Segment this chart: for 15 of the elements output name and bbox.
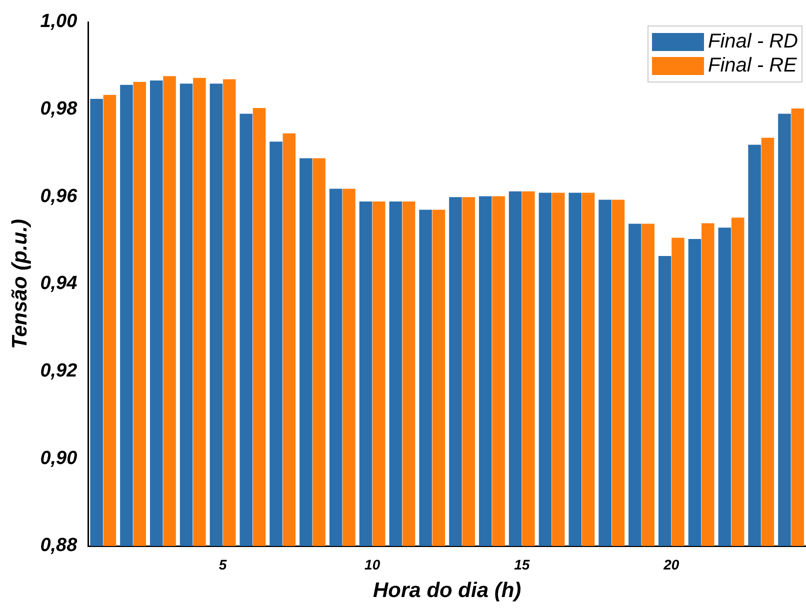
y-tick-label: 1,00 (40, 11, 78, 32)
y-tick-label: 0,96 (40, 186, 78, 207)
y-tick-label: 0,94 (40, 273, 78, 294)
y-tick-label: 0,92 (40, 360, 78, 382)
legend-label: Final - RD (708, 30, 798, 53)
y-tick-label: 0,98 (40, 98, 78, 120)
x-tick-label: 15 (514, 556, 530, 572)
x-tick-label: 5 (218, 556, 227, 572)
y-axis-title: Tensão (p.u.) (8, 219, 32, 349)
x-axis-title: Hora do dia (h) (373, 579, 522, 602)
x-tick-label: 20 (662, 556, 680, 572)
x-tick-label: 10 (364, 556, 380, 572)
legend-label: Final - RE (708, 54, 798, 77)
y-tick-label: 0,88 (40, 535, 78, 556)
y-tick-label: 0,90 (40, 448, 78, 469)
